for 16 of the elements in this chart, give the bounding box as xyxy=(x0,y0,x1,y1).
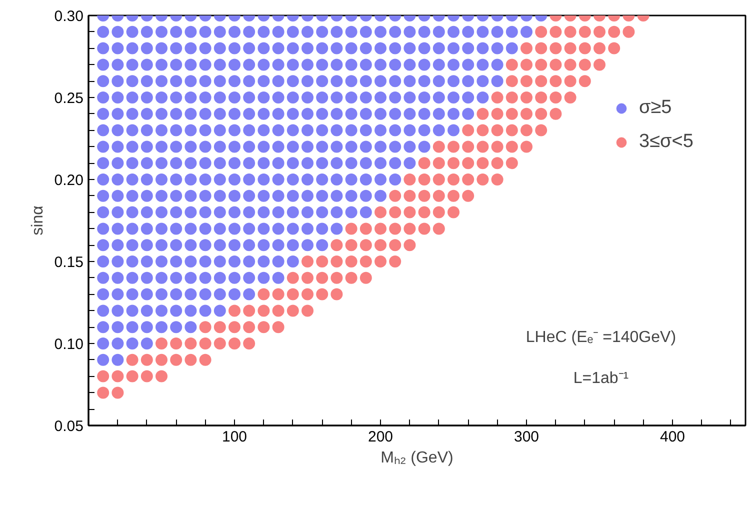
y-tick-label: 0.25 xyxy=(54,90,84,107)
x-tick-label: 200 xyxy=(368,428,394,446)
annotation: L=1ab⁻¹ xyxy=(573,370,629,387)
legend-label: σ≥5 xyxy=(639,97,672,119)
y-tick-label: 0.20 xyxy=(54,172,84,189)
y-tick-label: 0.10 xyxy=(54,336,84,353)
x-tick-label: 300 xyxy=(514,428,540,446)
x-tick-label: 400 xyxy=(660,428,686,446)
x-tick-label: 100 xyxy=(222,428,248,446)
y-axis-title: sinα xyxy=(29,206,46,236)
legend-label: 3≤σ<5 xyxy=(639,131,694,153)
y-tick-label: 0.05 xyxy=(54,418,84,435)
x-axis-title: Mₕ₂ (GeV) xyxy=(380,450,454,466)
y-tick-label: 0.15 xyxy=(54,254,84,271)
annotation: LHeC (Eₑ⁻ =140GeV) xyxy=(526,328,676,346)
y-tick-label: 0.30 xyxy=(54,8,84,25)
